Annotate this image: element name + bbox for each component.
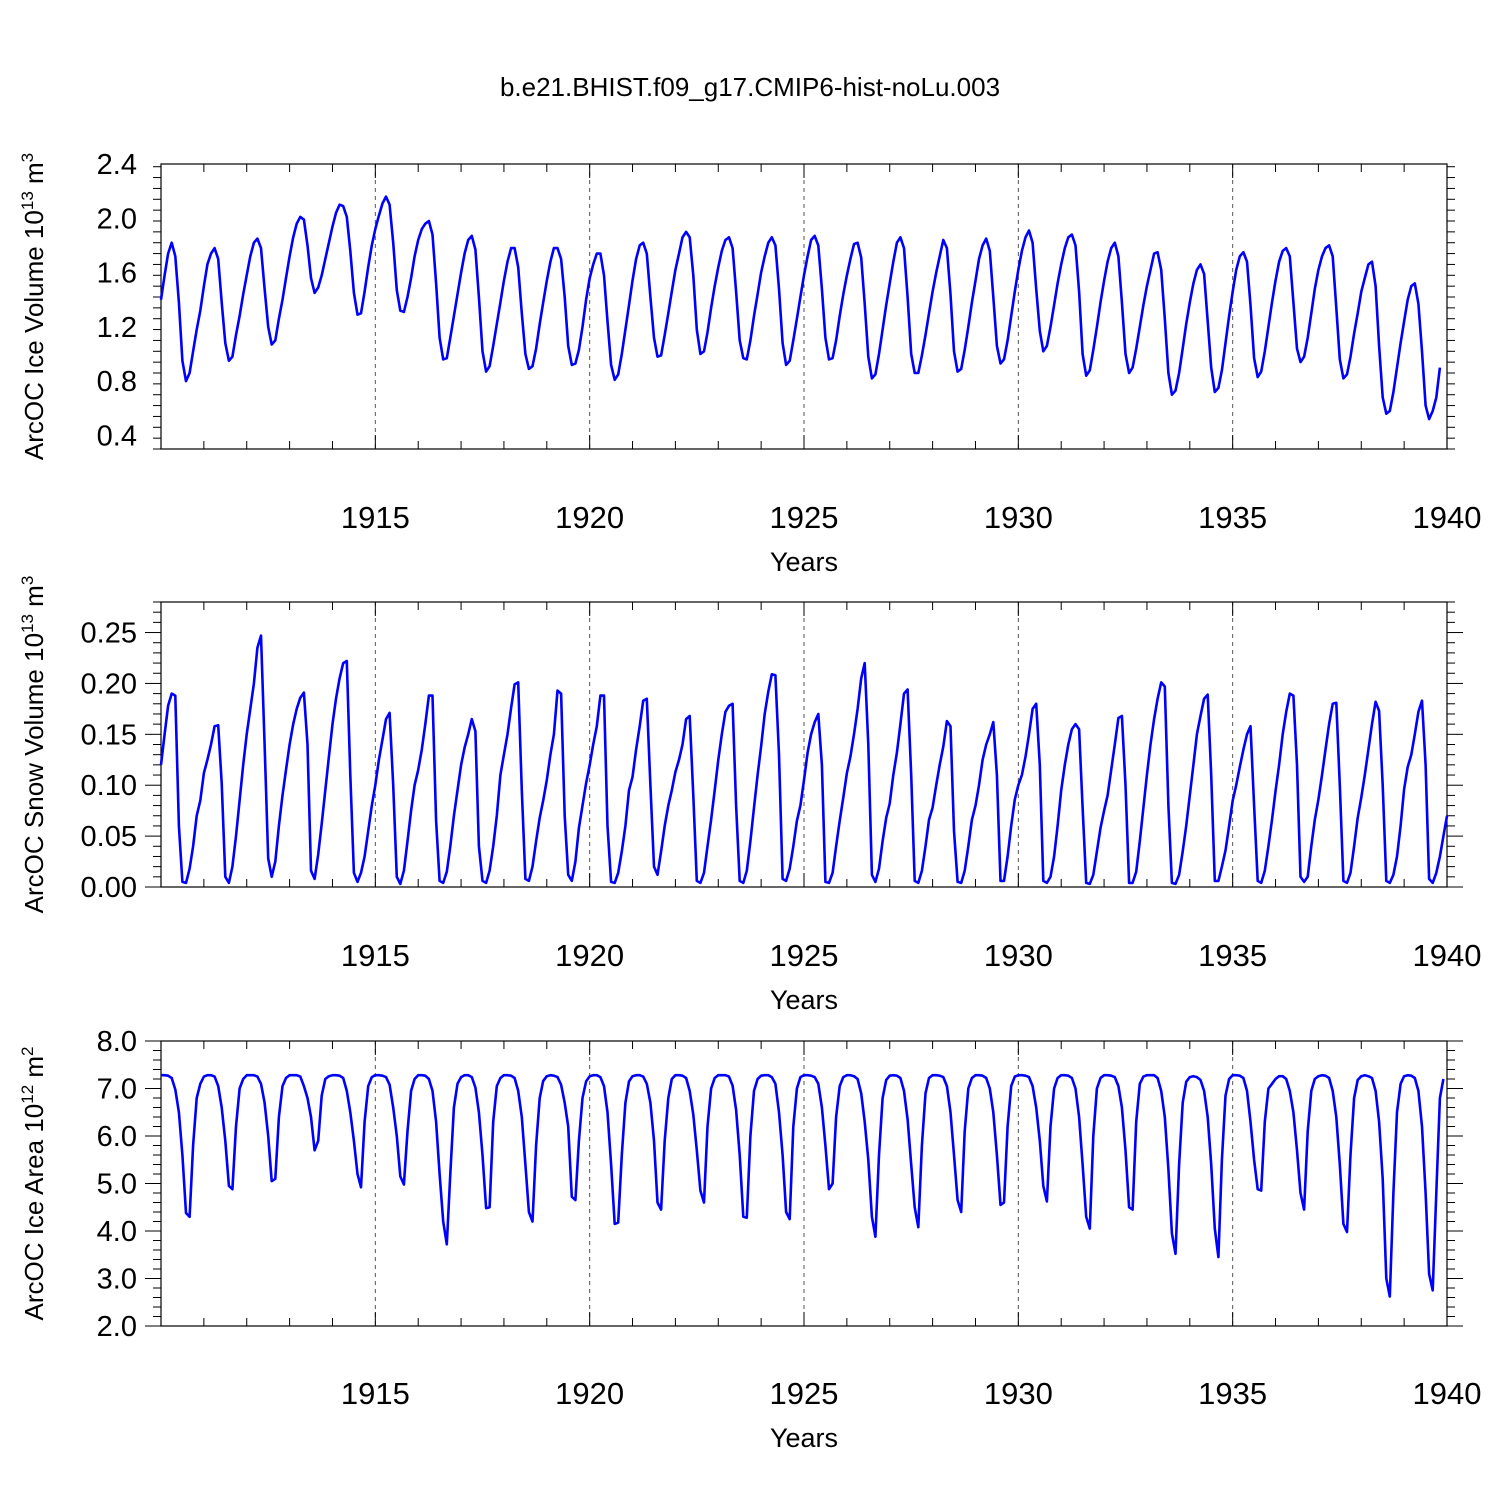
y-tick-label: 0.4 (97, 420, 137, 452)
y-tick-label: 1.2 (97, 312, 137, 344)
x-axis-label: Years (770, 985, 838, 1015)
y-tick-label: 0.20 (81, 668, 137, 700)
y-tick-label: 7.0 (97, 1074, 137, 1106)
y-tick-label: 5.0 (97, 1169, 137, 1201)
y-tick-label: 6.0 (97, 1121, 137, 1153)
x-tick-label: 1915 (341, 500, 410, 535)
series-line-snow-volume (159, 634, 1449, 886)
x-tick-label: 1925 (770, 1376, 839, 1411)
y-tick-label: 2.0 (97, 203, 137, 235)
x-tick-label: 1940 (1413, 938, 1482, 973)
y-tick-label: 0.10 (81, 770, 137, 802)
y-axis-label: ArcOC Snow Volume 1013 m3 (18, 576, 49, 914)
x-tick-label: 1935 (1198, 938, 1267, 973)
x-tick-label: 1915 (341, 938, 410, 973)
x-tick-label: 1920 (555, 500, 624, 535)
x-tick-label: 1915 (341, 1376, 410, 1411)
x-tick-label: 1940 (1413, 1376, 1482, 1411)
y-tick-label: 2.0 (97, 1311, 137, 1343)
x-tick-label: 1930 (984, 1376, 1053, 1411)
plots-container: 0.4 0.8 1.2 1.6 2.0 2.4 1915 1920 1925 1930 1935 19… (18, 149, 1481, 1453)
y-tick-label: 2.4 (97, 149, 137, 181)
series-line-ice-area (161, 1073, 1445, 1298)
x-tick-label: 1920 (555, 938, 624, 973)
x-tick-label: 1930 (984, 500, 1053, 535)
series-line-ice-volume (159, 195, 1442, 421)
figure-title: b.e21.BHIST.f09_g17.CMIP6-hist-noLu.003 (500, 72, 1000, 102)
x-tick-label: 1925 (770, 938, 839, 973)
x-tick-label: 1935 (1198, 500, 1267, 535)
x-tick-label: 1940 (1413, 500, 1482, 535)
plot-frame (160, 163, 1448, 450)
plot-frame (160, 601, 1448, 888)
y-tick-label: 0.05 (81, 821, 137, 853)
x-tick-label: 1925 (770, 500, 839, 535)
chart-panel-ice-area: 2.0 3.0 4.0 5.0 6.0 7.0 8.0 1915 1920 1925 1930 193… (18, 1026, 1481, 1453)
plot-frame (160, 1040, 1448, 1327)
y-tick-label: 1.6 (97, 258, 137, 290)
y-tick-label: 4.0 (97, 1216, 137, 1248)
x-axis-label: Years (770, 547, 838, 577)
x-tick-label: 1920 (555, 1376, 624, 1411)
x-tick-label: 1930 (984, 938, 1053, 973)
x-axis-label: Years (770, 1423, 838, 1453)
y-tick-label: 3.0 (97, 1264, 137, 1296)
y-axis-label: ArcOC Ice Area 1012 m2 (18, 1046, 49, 1320)
y-tick-label: 0.25 (81, 618, 137, 650)
x-tick-label: 1935 (1198, 1376, 1267, 1411)
y-tick-label: 0.15 (81, 719, 137, 751)
y-tick-label: 0.8 (97, 366, 137, 398)
chart-panel-snow-volume: 0.00 0.05 0.10 0.15 0.20 0.25 1915 1920 1925 1930… (18, 576, 1481, 1015)
y-tick-label: 0.00 (81, 872, 137, 904)
y-axis-label: ArcOC Ice Volume 1013 m3 (18, 153, 49, 460)
y-tick-label: 8.0 (97, 1026, 137, 1058)
chart-panel-ice-volume: 0.4 0.8 1.2 1.6 2.0 2.4 1915 1920 1925 1930 1935 19… (18, 149, 1481, 577)
